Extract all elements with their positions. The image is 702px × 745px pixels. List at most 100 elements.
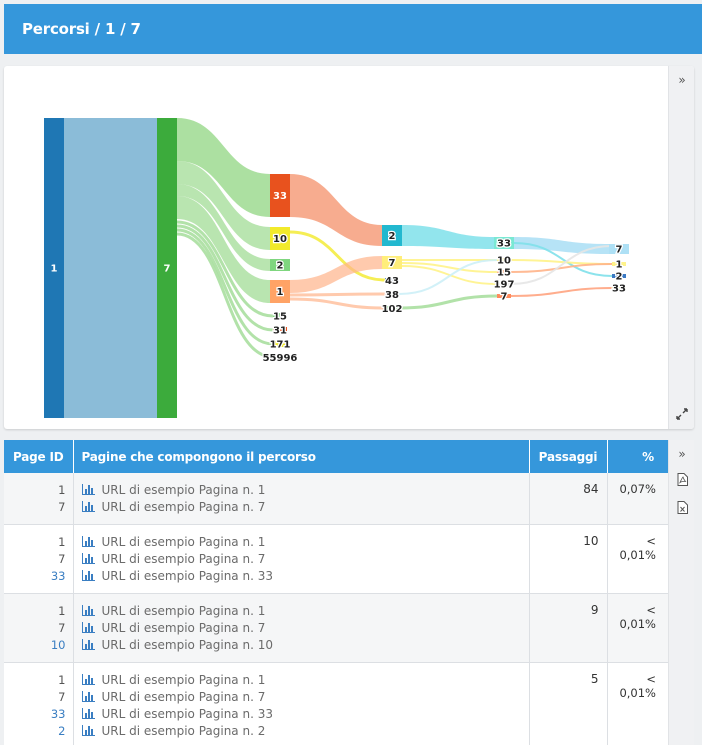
sankey-node-label: 10 bbox=[273, 234, 287, 245]
sankey-node-label: 31 bbox=[273, 326, 287, 337]
sankey-node[interactable] bbox=[497, 270, 511, 274]
page-url-label[interactable]: URL di esempio Pagina n. 7 bbox=[101, 621, 266, 635]
sankey-node[interactable] bbox=[270, 227, 290, 250]
page-url-label[interactable]: URL di esempio Pagina n. 7 bbox=[101, 690, 266, 704]
sankey-link[interactable] bbox=[402, 225, 494, 249]
expand-chart-button[interactable] bbox=[669, 402, 694, 426]
sankey-link[interactable] bbox=[514, 237, 609, 254]
sankey-node[interactable] bbox=[157, 118, 177, 418]
sankey-link[interactable] bbox=[289, 230, 386, 282]
sankey-node[interactable] bbox=[273, 327, 287, 333]
sankey-node[interactable] bbox=[44, 118, 64, 418]
col-header-passages[interactable]: Passaggi bbox=[529, 440, 608, 473]
paths-table-panel: Page ID Pagine che compongono il percors… bbox=[4, 440, 694, 745]
sankey-link[interactable] bbox=[177, 196, 270, 303]
sankey-link[interactable] bbox=[176, 228, 274, 346]
sankey-link[interactable] bbox=[510, 287, 613, 297]
page-url-label[interactable]: URL di esempio Pagina n. 33 bbox=[101, 569, 273, 583]
sankey-node[interactable] bbox=[497, 258, 511, 262]
page-ids-cell: 1 7 33 bbox=[4, 524, 74, 594]
sankey-node[interactable] bbox=[612, 286, 626, 290]
sankey-node-label: 38 bbox=[385, 290, 399, 301]
page-url-item[interactable]: URL di esempio Pagina n. 1 bbox=[81, 482, 521, 499]
page-url-item[interactable]: URL di esempio Pagina n. 7 bbox=[81, 620, 521, 637]
table-row[interactable]: 1 7 10 URL di esempio Pagina n. 1 URL di ese… bbox=[4, 593, 668, 663]
sankey-link[interactable] bbox=[176, 224, 274, 332]
sankey-link[interactable] bbox=[176, 220, 274, 318]
pages-cell: URL di esempio Pagina n. 1 URL di esempio… bbox=[73, 473, 530, 525]
table-row[interactable]: 1 7 33 URL di esempio Pagina n. 1 URL di ese… bbox=[4, 524, 668, 594]
page-ids-cell: 1 7 33 2 bbox=[4, 662, 74, 745]
sankey-node[interactable] bbox=[612, 274, 626, 278]
page-url-item[interactable]: URL di esempio Pagina n. 1 bbox=[81, 534, 521, 551]
sankey-link[interactable] bbox=[513, 242, 613, 277]
collapse-table-button[interactable]: » bbox=[669, 442, 694, 466]
page-url-item[interactable]: URL di esempio Pagina n. 33 bbox=[81, 706, 521, 723]
sankey-link[interactable] bbox=[290, 256, 382, 293]
page-url-item[interactable]: URL di esempio Pagina n. 1 bbox=[81, 672, 521, 689]
sankey-node[interactable] bbox=[382, 256, 402, 269]
sankey-node[interactable] bbox=[385, 292, 399, 297]
sankey-node[interactable] bbox=[273, 341, 287, 347]
sankey-link[interactable] bbox=[177, 161, 270, 250]
sankey-link[interactable] bbox=[289, 292, 386, 297]
sankey-node[interactable] bbox=[273, 355, 287, 360]
page-url-label[interactable]: URL di esempio Pagina n. 1 bbox=[101, 483, 266, 497]
page-url-item[interactable]: URL di esempio Pagina n. 7 bbox=[81, 499, 521, 516]
sankey-node[interactable] bbox=[382, 225, 402, 246]
table-row[interactable]: 1 7 URL di esempio Pagina n. 1 URL di esemp… bbox=[4, 473, 668, 525]
page-url-label[interactable]: URL di esempio Pagina n. 10 bbox=[101, 638, 273, 652]
col-header-percent[interactable]: % bbox=[607, 440, 668, 473]
page-id-value: 33 bbox=[50, 707, 66, 721]
sankey-link[interactable] bbox=[398, 259, 498, 295]
sankey-node-label: 1 bbox=[51, 264, 58, 275]
page-url-item[interactable]: URL di esempio Pagina n. 33 bbox=[81, 568, 521, 585]
sankey-node[interactable] bbox=[612, 262, 626, 266]
sankey-link[interactable] bbox=[64, 118, 157, 418]
page-id-value: 7 bbox=[58, 621, 66, 635]
col-header-page-id[interactable]: Page ID bbox=[4, 440, 74, 473]
sankey-node[interactable] bbox=[609, 244, 629, 254]
export-excel-button[interactable] bbox=[669, 496, 694, 520]
page-url-item[interactable]: URL di esempio Pagina n. 7 bbox=[81, 551, 521, 568]
bar-chart-icon bbox=[81, 553, 95, 564]
page-url-label[interactable]: URL di esempio Pagina n. 1 bbox=[101, 604, 266, 618]
sankey-node[interactable] bbox=[497, 282, 511, 286]
export-pdf-button[interactable] bbox=[669, 468, 694, 492]
sankey-node[interactable] bbox=[270, 259, 290, 271]
page-url-item[interactable]: URL di esempio Pagina n. 2 bbox=[81, 723, 521, 740]
pages-cell: URL di esempio Pagina n. 1 URL di esempio… bbox=[73, 524, 530, 594]
sankey-node[interactable] bbox=[385, 306, 399, 311]
sankey-node[interactable] bbox=[385, 278, 399, 283]
page-url-item[interactable]: URL di esempio Pagina n. 1 bbox=[81, 603, 521, 620]
page-url-label[interactable]: URL di esempio Pagina n. 7 bbox=[101, 552, 266, 566]
sankey-link[interactable] bbox=[510, 263, 613, 273]
page-ids-cell: 1 7 10 bbox=[4, 593, 74, 663]
sankey-link[interactable] bbox=[290, 174, 382, 246]
collapse-chart-button[interactable]: » bbox=[669, 68, 694, 92]
sankey-node[interactable] bbox=[270, 280, 290, 303]
sankey-node[interactable] bbox=[270, 174, 290, 217]
bar-chart-icon bbox=[81, 622, 95, 633]
page-url-label[interactable]: URL di esempio Pagina n. 1 bbox=[101, 673, 266, 687]
page-id-value: 1 bbox=[58, 673, 66, 687]
page-url-label[interactable]: URL di esempio Pagina n. 2 bbox=[101, 724, 266, 738]
sankey-node[interactable] bbox=[273, 313, 287, 319]
table-row[interactable]: 1 7 33 2 URL di esempio Pagina n. 1 URL di es… bbox=[4, 662, 668, 745]
sankey-link[interactable] bbox=[401, 262, 498, 273]
sankey-node[interactable] bbox=[494, 237, 514, 249]
sankey-node[interactable] bbox=[497, 294, 511, 298]
bar-chart-icon bbox=[81, 536, 95, 547]
sankey-link[interactable] bbox=[176, 232, 274, 359]
sankey-link[interactable] bbox=[177, 118, 270, 217]
page-url-label[interactable]: URL di esempio Pagina n. 1 bbox=[101, 535, 266, 549]
page-url-item[interactable]: URL di esempio Pagina n. 7 bbox=[81, 689, 521, 706]
sankey-link[interactable] bbox=[289, 297, 386, 310]
sankey-link[interactable] bbox=[398, 294, 498, 310]
page-url-item[interactable]: URL di esempio Pagina n. 10 bbox=[81, 637, 521, 654]
sankey-link[interactable] bbox=[510, 245, 613, 285]
page-url-label[interactable]: URL di esempio Pagina n. 7 bbox=[101, 500, 266, 514]
page-url-label[interactable]: URL di esempio Pagina n. 33 bbox=[101, 707, 273, 721]
col-header-pages[interactable]: Pagine che compongono il percorso bbox=[73, 440, 530, 473]
sankey-link[interactable] bbox=[177, 184, 270, 271]
